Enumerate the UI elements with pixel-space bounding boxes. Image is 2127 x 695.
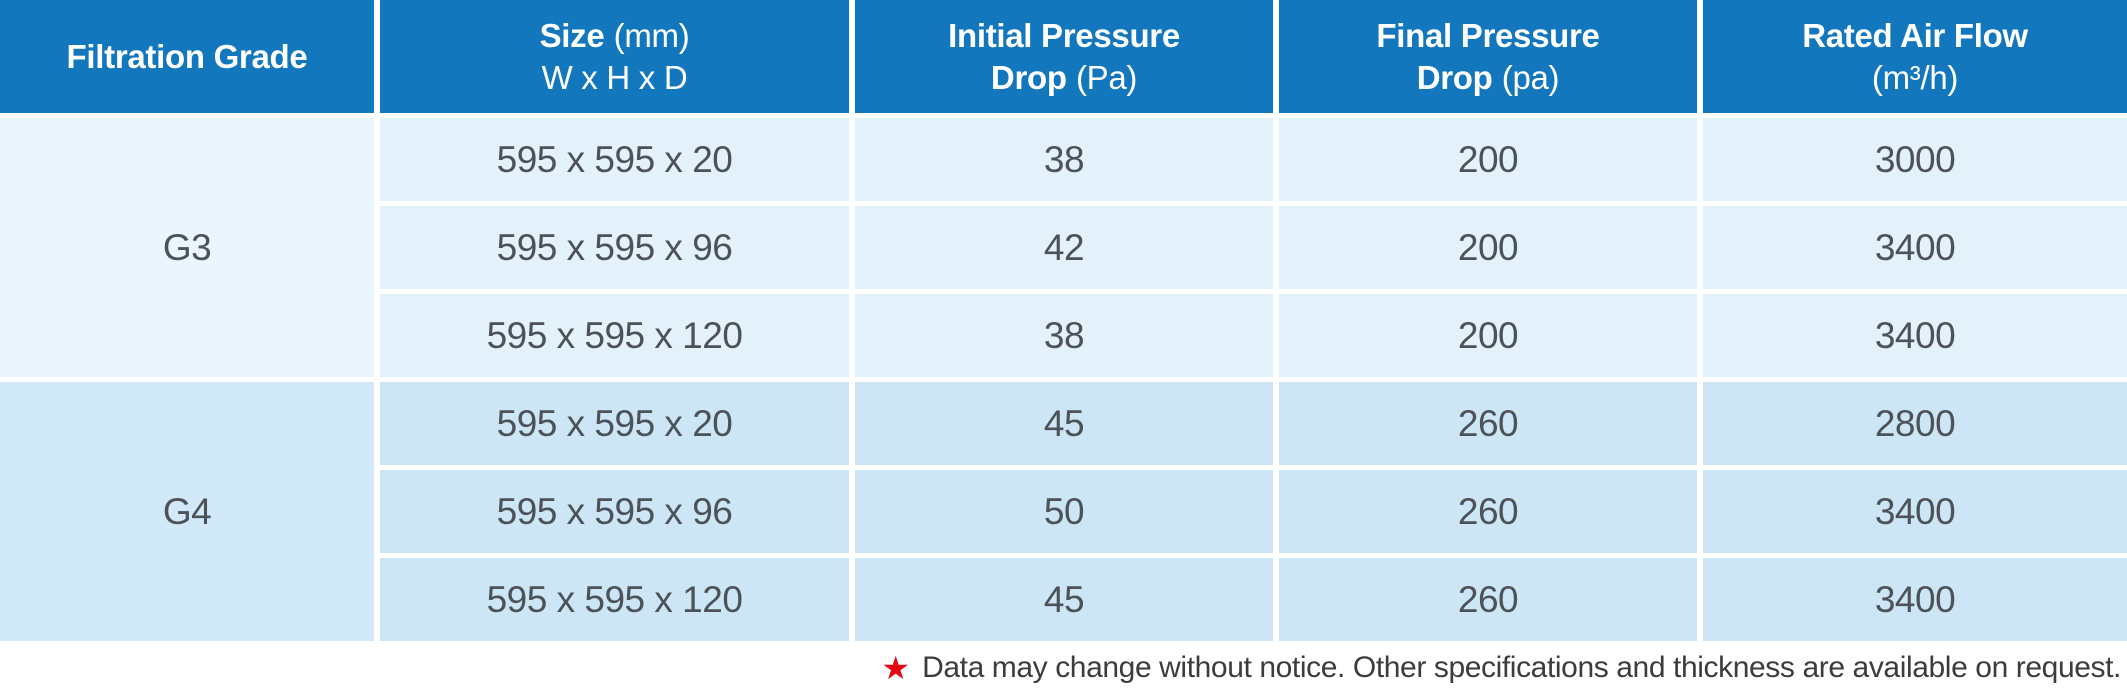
initial-pressure-cell: 50 xyxy=(855,470,1273,553)
col-header-size-unit: (mm) xyxy=(613,17,690,55)
initial-pressure-cell: 42 xyxy=(855,206,1273,289)
size-cell: 595 x 595 x 96 xyxy=(380,470,849,553)
col-header-airflow-unit: (m³/h) xyxy=(1871,58,1959,96)
filter-spec-table: Filtration Grade Size (mm) W x H x D Init… xyxy=(0,0,2127,641)
airflow-cell: 3400 xyxy=(1703,294,2127,377)
col-header-filtration-grade: Filtration Grade xyxy=(0,0,374,113)
initial-pressure-cell: 38 xyxy=(855,294,1273,377)
size-cell: 595 x 595 x 120 xyxy=(380,558,849,641)
col-header-final-unit: (pa) xyxy=(1501,58,1560,96)
col-header-filtration-grade-label: Filtration Grade xyxy=(66,37,308,75)
final-pressure-cell: 260 xyxy=(1279,558,1697,641)
final-pressure-cell: 260 xyxy=(1279,382,1697,465)
final-pressure-cell: 200 xyxy=(1279,294,1697,377)
airflow-cell: 2800 xyxy=(1703,382,2127,465)
airflow-cell: 3400 xyxy=(1703,558,2127,641)
airflow-cell: 3000 xyxy=(1703,118,2127,201)
col-header-final-line1: Final Pressure xyxy=(1376,17,1600,55)
initial-pressure-cell: 38 xyxy=(855,118,1273,201)
size-cell: 595 x 595 x 20 xyxy=(380,382,849,465)
initial-pressure-cell: 45 xyxy=(855,382,1273,465)
col-header-final-pressure-drop: Final Pressure Drop (pa) xyxy=(1279,0,1697,113)
size-cell: 595 x 595 x 120 xyxy=(380,294,849,377)
size-cell: 595 x 595 x 20 xyxy=(380,118,849,201)
airflow-cell: 3400 xyxy=(1703,206,2127,289)
footnote-text: Data may change without notice. Other sp… xyxy=(922,651,2121,684)
col-header-initial-line1: Initial Pressure xyxy=(948,17,1180,55)
col-header-initial-pressure-drop: Initial Pressure Drop (Pa) xyxy=(855,0,1273,113)
col-header-size: Size (mm) W x H x D xyxy=(380,0,849,113)
size-cell: 595 x 595 x 96 xyxy=(380,206,849,289)
initial-pressure-cell: 45 xyxy=(855,558,1273,641)
col-header-rated-air-flow: Rated Air Flow (m³/h) xyxy=(1703,0,2127,113)
col-header-initial-line2: Drop xyxy=(990,58,1067,96)
col-header-final-line2: Drop xyxy=(1416,58,1493,96)
col-header-size-sub: W x H x D xyxy=(541,58,688,96)
grade-cell-g4: G4 xyxy=(0,382,374,641)
final-pressure-cell: 200 xyxy=(1279,206,1697,289)
col-header-airflow-label: Rated Air Flow xyxy=(1802,17,2028,55)
airflow-cell: 3400 xyxy=(1703,470,2127,553)
footnote: ★ Data may change without notice. Other … xyxy=(0,641,2127,695)
final-pressure-cell: 200 xyxy=(1279,118,1697,201)
final-pressure-cell: 260 xyxy=(1279,470,1697,553)
grade-cell-g3: G3 xyxy=(0,118,374,377)
col-header-initial-unit: (Pa) xyxy=(1075,58,1138,96)
star-icon: ★ xyxy=(881,650,911,686)
col-header-size-label: Size xyxy=(539,17,605,55)
